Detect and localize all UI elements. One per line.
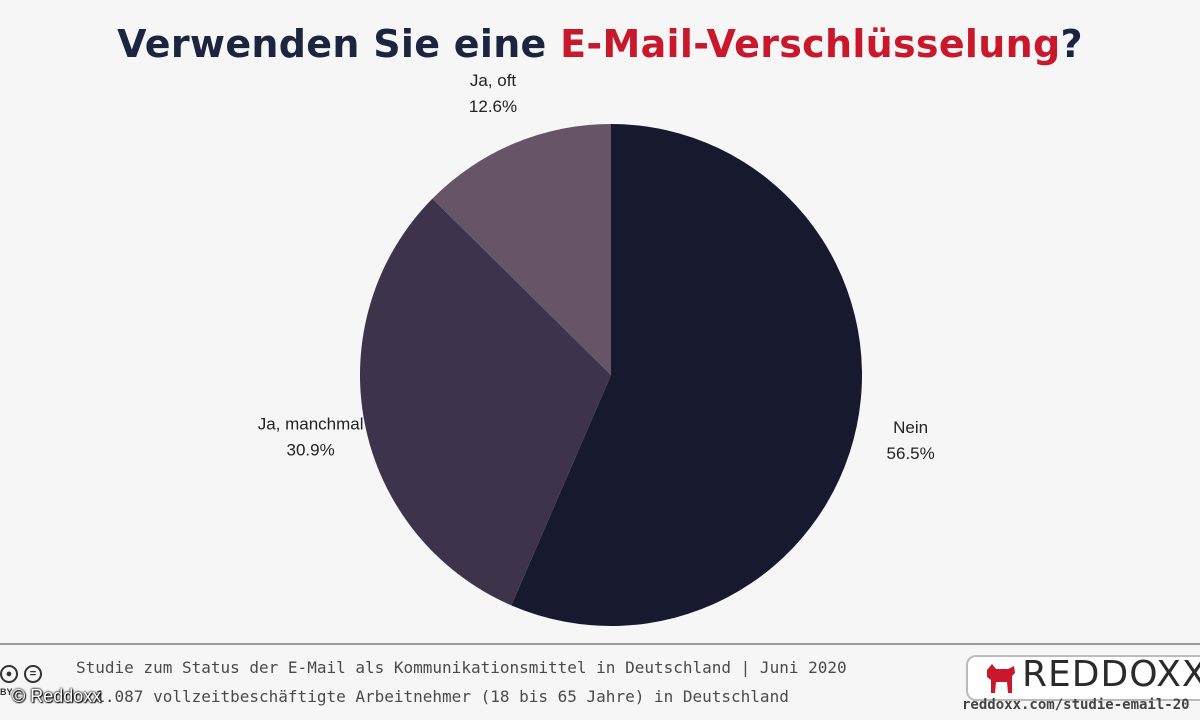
title-part1: Verwenden Sie eine xyxy=(117,22,561,66)
cc-person-icon: ● xyxy=(0,665,18,683)
pie-slice-nein xyxy=(511,124,863,626)
copyright-watermark: © Reddoxx xyxy=(12,686,102,706)
license-by: BY xyxy=(0,687,13,697)
slice-value-2: 12.6% xyxy=(469,97,517,116)
slice-value-0: 56.5% xyxy=(887,444,935,463)
slice-value-1: 30.9% xyxy=(287,440,335,459)
pie-slice-ja-oft xyxy=(432,124,611,375)
pie-chart: Nein 56.5% Ja, manchmal 30.9% Ja, oft 12.6% xyxy=(258,71,935,626)
title-part2: ? xyxy=(1060,22,1083,66)
chart-title: Verwenden Sie eine E-Mail-Verschlüsselun… xyxy=(0,22,1200,66)
dog-logo-icon xyxy=(987,664,1015,693)
pie-slice-ja-manchmal xyxy=(360,198,611,606)
footer-study-line: Studie zum Status der E-Mail als Kommuni… xyxy=(76,658,847,677)
slice-label-2: Ja, oft xyxy=(470,71,517,90)
slice-label-1: Ja, manchmal xyxy=(258,414,364,433)
brand-name: REDDOXX xyxy=(1022,654,1200,695)
title-highlight: E-Mail-Verschlüsselung xyxy=(560,22,1061,66)
footer-sample-line: : 1.087 vollzeitbeschäftigte Arbeitnehme… xyxy=(76,687,789,706)
cc-equal-icon: = xyxy=(24,665,42,683)
license-icons: ● = xyxy=(0,665,52,687)
footer-divider xyxy=(0,643,1200,645)
slice-label-0: Nein xyxy=(893,418,928,437)
brand-url: reddoxx.com/studie-email-20 xyxy=(962,697,1190,713)
